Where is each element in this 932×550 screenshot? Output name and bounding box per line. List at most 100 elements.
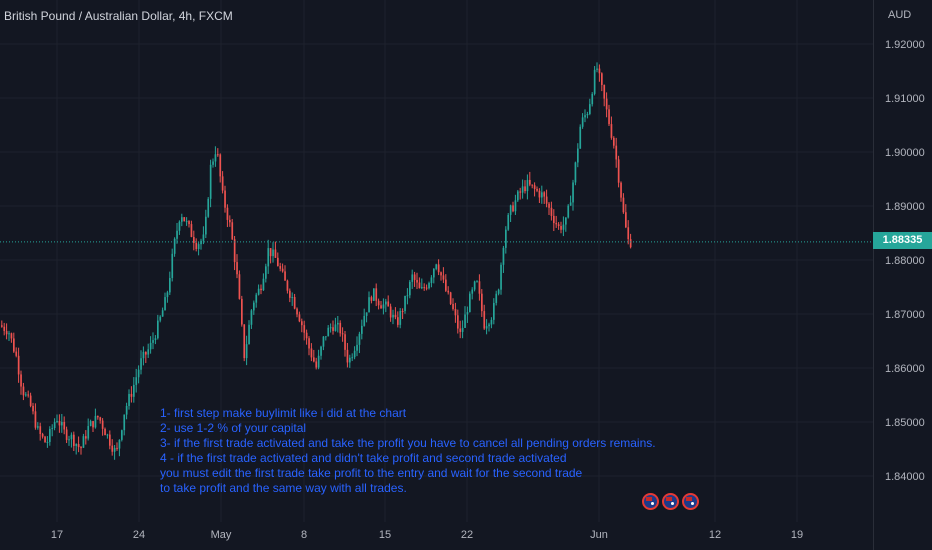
candle-body	[99, 417, 102, 421]
candle-body	[610, 124, 613, 138]
candle-body	[310, 348, 313, 358]
current-price-tag: 1.88335	[873, 232, 932, 249]
x-tick-label: 17	[51, 529, 63, 541]
candle-body	[89, 421, 92, 427]
candle-body	[567, 205, 570, 218]
candle-body	[241, 298, 243, 325]
axis-currency-label: AUD	[888, 9, 912, 21]
candle-body	[548, 203, 550, 208]
chart-grid	[0, 0, 874, 550]
candle-body	[65, 429, 68, 440]
candle-body	[111, 445, 114, 452]
candle-body	[485, 326, 488, 329]
candle-body	[543, 192, 546, 197]
candle-body	[34, 411, 37, 428]
candle-body	[469, 293, 471, 313]
candle-body	[70, 434, 73, 440]
candle-body	[243, 324, 246, 359]
candle-body	[483, 311, 486, 329]
candle-body	[255, 294, 258, 303]
y-tick-label: 1.90000	[885, 147, 925, 159]
candle-body	[317, 355, 320, 368]
australia-flag-icon[interactable]	[662, 493, 679, 510]
candle-body	[608, 109, 610, 125]
australia-flag-icon[interactable]	[682, 493, 699, 510]
y-tick-label: 1.88000	[885, 255, 925, 267]
price-axis: 1.84000 1.85000 1.86000 1.87000 1.88000 1.890…	[885, 39, 925, 483]
candle-body	[478, 281, 481, 294]
candle-body	[293, 297, 296, 309]
candle-body	[526, 179, 529, 192]
candle-body	[152, 340, 154, 343]
candle-body	[368, 297, 370, 313]
candle-body	[291, 297, 294, 299]
candle-body	[358, 333, 361, 345]
candle-body	[577, 148, 579, 163]
candle-body	[145, 351, 147, 355]
candle-body	[423, 287, 426, 289]
candle-body	[586, 113, 589, 116]
candle-body	[149, 342, 152, 350]
candle-body	[598, 68, 601, 74]
candle-body	[219, 154, 222, 177]
chart-note[interactable]: 1- first step make buylimit like i did a…	[160, 406, 656, 496]
candle-body	[217, 154, 219, 156]
candle-body	[538, 190, 541, 198]
candle-body	[320, 346, 322, 356]
candle-body	[135, 377, 138, 385]
candle-body	[351, 357, 354, 359]
candle-body	[125, 405, 128, 415]
candle-body	[260, 288, 262, 291]
x-tick-label: 24	[133, 529, 145, 541]
candle-body	[22, 386, 25, 396]
candle-body	[157, 320, 159, 339]
candle-body	[46, 441, 49, 443]
candle-body	[193, 236, 195, 243]
candle-body	[269, 248, 272, 257]
candle-body	[44, 436, 46, 443]
candle-body	[272, 249, 274, 257]
candle-body	[142, 351, 145, 359]
candle-body	[277, 257, 279, 267]
candle-body	[97, 415, 99, 418]
candle-body	[416, 279, 418, 283]
candle-body	[521, 186, 524, 193]
candle-body	[428, 283, 430, 289]
candle-body	[385, 301, 387, 305]
candle-body	[224, 190, 226, 208]
x-tick-label: 19	[791, 529, 803, 541]
candle-body	[190, 224, 193, 237]
candle-body	[466, 312, 469, 315]
candle-body	[392, 314, 394, 318]
candle-body	[411, 274, 414, 282]
candle-body	[615, 145, 618, 160]
candle-body	[8, 333, 10, 335]
candle-body	[387, 301, 390, 307]
candle-body	[49, 429, 51, 442]
candle-body	[605, 98, 608, 110]
candle-body	[399, 311, 402, 325]
australia-flag-icon[interactable]	[642, 493, 659, 510]
candle-body	[344, 334, 346, 350]
candle-body	[303, 325, 306, 333]
candle-body	[497, 289, 500, 294]
candle-body	[505, 229, 507, 248]
candle-body	[413, 274, 416, 280]
candle-body	[452, 303, 454, 309]
candle-body	[154, 338, 157, 341]
candle-body	[565, 217, 567, 225]
candle-body	[473, 281, 476, 290]
candle-body	[13, 338, 15, 352]
candle-body	[531, 184, 534, 186]
candle-body	[104, 428, 106, 436]
candle-body	[440, 272, 442, 276]
economic-events	[642, 493, 699, 510]
candle-body	[195, 242, 198, 249]
candle-body	[550, 207, 553, 216]
candle-body	[555, 223, 558, 225]
candle-body	[245, 344, 248, 359]
candle-body	[248, 324, 250, 345]
candle-body	[579, 126, 582, 149]
candle-body	[236, 262, 238, 275]
